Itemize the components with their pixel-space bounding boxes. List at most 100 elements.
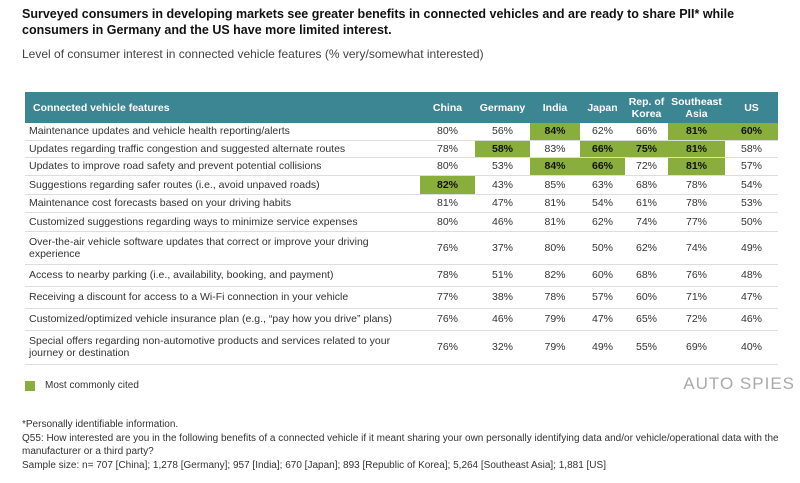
value-cell: 60% (625, 286, 668, 309)
value-cell: 82% (530, 264, 580, 287)
value-cell: 63% (580, 175, 625, 195)
value-cell: 65% (625, 308, 668, 331)
value-cell: 68% (625, 175, 668, 195)
column-header: Connected vehicle features (25, 92, 420, 123)
table-row: Maintenance updates and vehicle health r… (25, 123, 778, 141)
value-cell: 80% (420, 157, 475, 176)
value-cell: 32% (475, 330, 530, 365)
value-cell: 46% (475, 308, 530, 331)
value-cell: 66% (625, 123, 668, 141)
value-cell: 61% (625, 194, 668, 213)
table-row: Receiving a discount for access to a Wi-… (25, 286, 778, 309)
legend-swatch (25, 380, 35, 391)
value-cell: 47% (725, 286, 778, 309)
value-cell: 47% (580, 308, 625, 331)
value-cell: 74% (625, 212, 668, 232)
value-cell: 76% (668, 264, 725, 287)
column-header: China (420, 92, 475, 123)
feature-label: Special offers regarding non-automotive … (25, 330, 420, 365)
value-cell: 81% (530, 212, 580, 232)
legend-label: Most commonly cited (45, 380, 139, 391)
value-cell: 48% (725, 264, 778, 287)
value-cell: 49% (725, 231, 778, 265)
value-cell: 76% (420, 330, 475, 365)
value-cell: 37% (475, 231, 530, 265)
value-cell: 82% (420, 175, 475, 195)
value-cell: 83% (530, 140, 580, 158)
value-cell: 84% (530, 157, 580, 176)
value-cell: 50% (580, 231, 625, 265)
table-row: Updates regarding traffic congestion and… (25, 140, 778, 158)
value-cell: 66% (580, 157, 625, 176)
value-cell: 81% (668, 157, 725, 176)
value-cell: 84% (530, 123, 580, 141)
column-header: India (530, 92, 580, 123)
value-cell: 62% (580, 123, 625, 141)
column-header: Southeast Asia (668, 92, 725, 123)
table-row: Special offers regarding non-automotive … (25, 330, 778, 365)
feature-label: Access to nearby parking (i.e., availabi… (25, 264, 420, 287)
value-cell: 50% (725, 212, 778, 232)
table-row: Updates to improve road safety and preve… (25, 157, 778, 176)
value-cell: 78% (420, 264, 475, 287)
feature-label: Updates to improve road safety and preve… (25, 157, 420, 176)
feature-label: Maintenance cost forecasts based on your… (25, 194, 420, 213)
feature-label: Customized suggestions regarding ways to… (25, 212, 420, 232)
column-header: Rep. of Korea (625, 92, 668, 123)
value-cell: 78% (420, 140, 475, 158)
value-cell: 56% (475, 123, 530, 141)
value-cell: 78% (530, 286, 580, 309)
value-cell: 68% (625, 264, 668, 287)
value-cell: 71% (668, 286, 725, 309)
value-cell: 74% (668, 231, 725, 265)
value-cell: 81% (530, 194, 580, 213)
value-cell: 62% (580, 212, 625, 232)
value-cell: 54% (725, 175, 778, 195)
value-cell: 81% (668, 123, 725, 141)
value-cell: 49% (580, 330, 625, 365)
feature-label: Maintenance updates and vehicle health r… (25, 123, 420, 141)
value-cell: 72% (625, 157, 668, 176)
value-cell: 85% (530, 175, 580, 195)
value-cell: 69% (668, 330, 725, 365)
value-cell: 75% (625, 140, 668, 158)
feature-label: Suggestions regarding safer routes (i.e.… (25, 175, 420, 195)
value-cell: 79% (530, 330, 580, 365)
column-header: US (725, 92, 778, 123)
value-cell: 43% (475, 175, 530, 195)
value-cell: 77% (420, 286, 475, 309)
value-cell: 76% (420, 231, 475, 265)
table-row: Suggestions regarding safer routes (i.e.… (25, 175, 778, 195)
value-cell: 60% (580, 264, 625, 287)
value-cell: 81% (420, 194, 475, 213)
value-cell: 57% (725, 157, 778, 176)
value-cell: 72% (668, 308, 725, 331)
table-row: Access to nearby parking (i.e., availabi… (25, 264, 778, 287)
table-row: Customized/optimized vehicle insurance p… (25, 308, 778, 331)
value-cell: 77% (668, 212, 725, 232)
column-header: Germany (475, 92, 530, 123)
chart-title: Surveyed consumers in developing markets… (22, 7, 735, 37)
value-cell: 51% (475, 264, 530, 287)
value-cell: 76% (420, 308, 475, 331)
feature-label: Updates regarding traffic congestion and… (25, 140, 420, 158)
value-cell: 40% (725, 330, 778, 365)
value-cell: 81% (668, 140, 725, 158)
value-cell: 46% (475, 212, 530, 232)
table-row: Maintenance cost forecasts based on your… (25, 194, 778, 213)
value-cell: 38% (475, 286, 530, 309)
value-cell: 55% (625, 330, 668, 365)
feature-label: Over-the-air vehicle software updates th… (25, 231, 420, 265)
value-cell: 60% (725, 123, 778, 141)
value-cell: 58% (725, 140, 778, 158)
data-table: Connected vehicle features China Germany In… (25, 92, 778, 365)
table-row: Customized suggestions regarding ways to… (25, 212, 778, 232)
feature-label: Receiving a discount for access to a Wi-… (25, 286, 420, 309)
watermark: AUTO SPIES (683, 374, 795, 393)
value-cell: 53% (725, 194, 778, 213)
footnote-sample: Sample size: n= 707 [China]; 1,278 [Germ… (22, 459, 606, 471)
value-cell: 80% (420, 123, 475, 141)
footnote-question: Q55: How interested are you in the follo… (22, 432, 779, 458)
value-cell: 79% (530, 308, 580, 331)
value-cell: 47% (475, 194, 530, 213)
